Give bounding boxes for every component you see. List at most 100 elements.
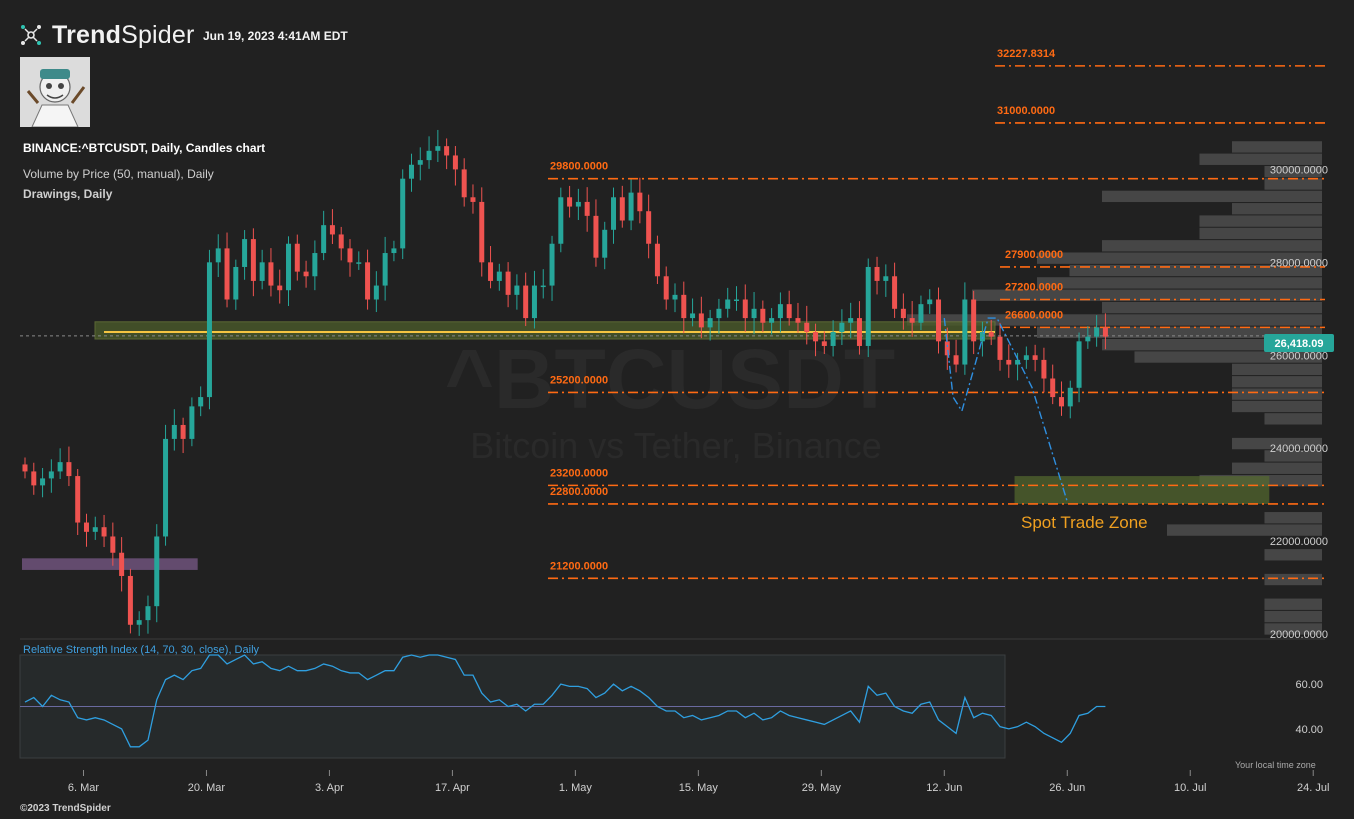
candle[interactable] [637, 192, 643, 212]
candle[interactable] [505, 271, 511, 295]
candle[interactable] [988, 332, 994, 337]
candle[interactable] [391, 248, 397, 254]
drawings-label[interactable]: Drawings, Daily [23, 187, 113, 201]
candle[interactable] [813, 332, 819, 342]
candle[interactable] [584, 201, 590, 216]
rsi-line[interactable] [24, 654, 1106, 748]
candle[interactable] [461, 169, 467, 198]
candle[interactable] [250, 239, 256, 281]
candle[interactable] [382, 253, 388, 286]
candle[interactable] [619, 197, 625, 221]
candle[interactable] [1041, 359, 1047, 379]
candle[interactable] [92, 527, 98, 532]
candle[interactable] [233, 266, 239, 300]
candle[interactable] [523, 285, 529, 319]
candle[interactable] [821, 341, 827, 346]
candle[interactable] [900, 308, 906, 319]
candle[interactable] [171, 424, 177, 439]
candle[interactable] [883, 276, 889, 281]
candle[interactable] [1067, 387, 1073, 407]
candle[interactable] [962, 299, 968, 365]
candle[interactable] [540, 285, 546, 288]
candle[interactable] [496, 271, 502, 281]
candle[interactable] [127, 575, 133, 625]
candle[interactable] [1102, 327, 1108, 337]
candle[interactable] [286, 243, 292, 291]
rsi-pane[interactable]: Relative Strength Index (14, 70, 30, clo… [19, 644, 1323, 759]
candle[interactable] [725, 299, 731, 309]
candle[interactable] [979, 332, 985, 342]
candle[interactable] [66, 462, 72, 477]
candle[interactable] [408, 164, 414, 179]
candle[interactable] [698, 313, 704, 328]
candle[interactable] [22, 464, 28, 472]
candle[interactable] [119, 552, 125, 576]
indicator-vbp-label[interactable]: Volume by Price (50, manual), Daily [23, 167, 214, 181]
candle[interactable] [145, 606, 151, 621]
candle[interactable] [1050, 378, 1056, 398]
candle[interactable] [558, 197, 564, 244]
candle[interactable] [786, 304, 792, 319]
candle[interactable] [742, 299, 748, 319]
candle[interactable] [971, 299, 977, 342]
candle[interactable] [303, 271, 309, 277]
candle[interactable] [918, 304, 924, 323]
candle[interactable] [242, 239, 248, 267]
candle[interactable] [593, 215, 599, 258]
candle[interactable] [48, 471, 54, 479]
candle[interactable] [777, 304, 783, 319]
candle[interactable] [839, 322, 845, 333]
candle[interactable] [716, 308, 722, 319]
candle[interactable] [479, 201, 485, 263]
candle[interactable] [514, 285, 520, 295]
candle[interactable] [373, 285, 379, 300]
candle[interactable] [690, 313, 696, 319]
candle[interactable] [444, 146, 450, 156]
projection-path[interactable] [943, 317, 1068, 502]
candle[interactable] [356, 262, 362, 264]
candle[interactable] [707, 318, 713, 328]
candle[interactable] [663, 276, 669, 300]
candles[interactable] [22, 129, 1108, 636]
candle[interactable] [646, 211, 652, 244]
candle[interactable] [1032, 355, 1038, 360]
candle[interactable] [953, 355, 959, 365]
candle[interactable] [1006, 359, 1012, 365]
candle[interactable] [769, 318, 775, 323]
candle[interactable] [338, 234, 344, 249]
candle[interactable] [681, 294, 687, 319]
candle[interactable] [101, 527, 107, 537]
candle[interactable] [927, 299, 933, 305]
time-axis[interactable]: 6. Mar 20. Mar 3. Apr 17. Apr 1. May 15. May 2… [68, 770, 1330, 794]
candle[interactable] [206, 262, 212, 398]
candle[interactable] [892, 276, 898, 309]
candle[interactable] [549, 243, 555, 286]
candle[interactable] [733, 299, 739, 302]
candle[interactable] [435, 146, 441, 151]
candle[interactable] [277, 285, 283, 291]
rsi-label[interactable]: Relative Strength Index (14, 70, 30, clo… [23, 644, 260, 656]
candle[interactable] [329, 225, 335, 235]
candle[interactable] [154, 536, 160, 607]
candle[interactable] [1058, 397, 1064, 407]
candle[interactable] [804, 322, 810, 333]
candle[interactable] [75, 476, 81, 523]
candle[interactable] [31, 471, 37, 486]
candle[interactable] [180, 424, 186, 439]
candle[interactable] [259, 262, 265, 281]
candle[interactable] [215, 248, 221, 263]
candle[interactable] [575, 201, 581, 207]
candle[interactable] [628, 192, 634, 221]
candle[interactable] [944, 341, 950, 356]
candle[interactable] [611, 197, 617, 230]
candle[interactable] [865, 266, 871, 346]
candle[interactable] [57, 462, 63, 472]
candle[interactable] [830, 332, 836, 346]
chart-title[interactable]: BINANCE:^BTCUSDT, Daily, Candles chart [23, 141, 266, 155]
candle[interactable] [312, 253, 318, 277]
candle[interactable] [40, 478, 46, 486]
candle[interactable] [426, 150, 432, 161]
candle[interactable] [531, 285, 537, 319]
candle[interactable] [452, 155, 458, 170]
candle[interactable] [751, 308, 757, 319]
